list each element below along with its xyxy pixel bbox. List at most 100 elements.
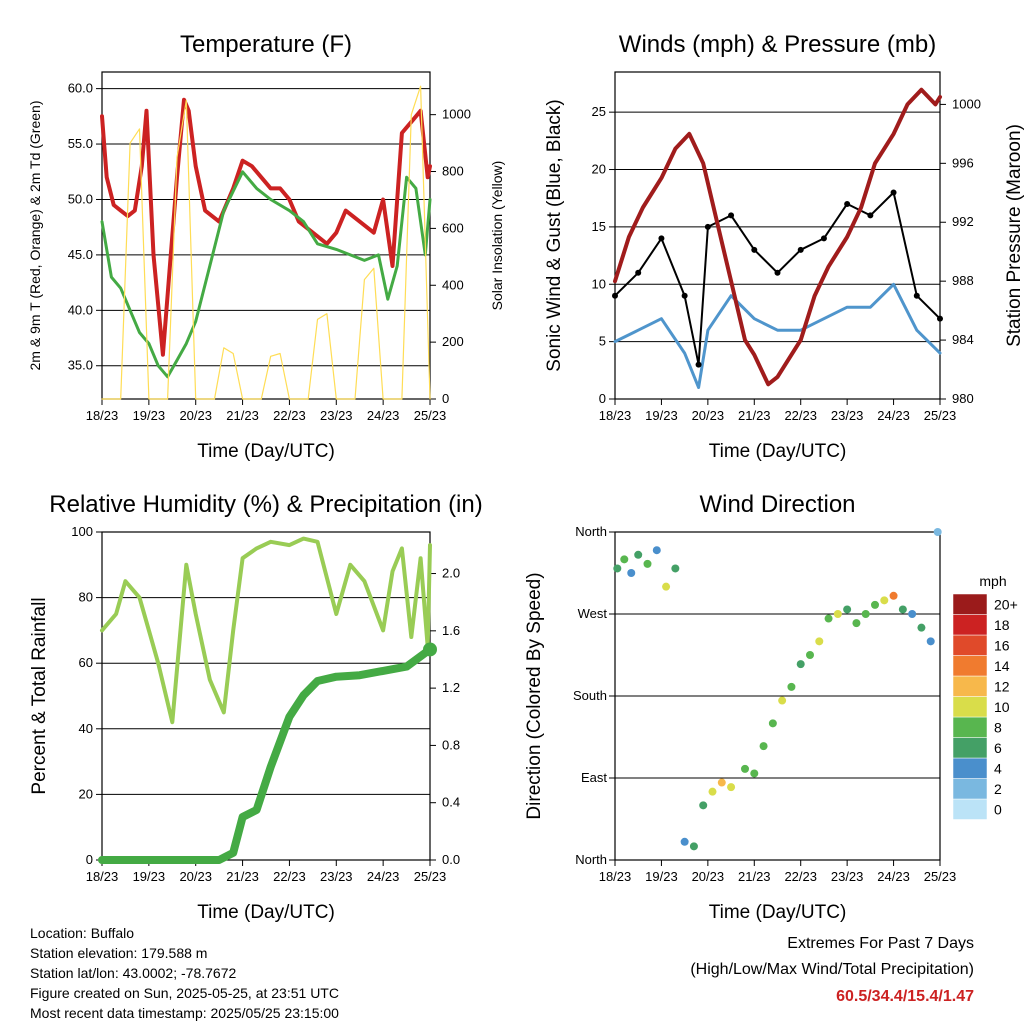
y-tick-label: 60 [79,655,93,670]
footer-latlon: Station lat/lon: 43.0002; -78.7672 [30,965,237,981]
legend-label: 4 [994,760,1002,776]
legend-label: 2 [994,781,1002,797]
gust-point [820,235,827,242]
legend-label: 12 [994,678,1010,694]
y-right-axis-label-0: Solar Insolation (Yellow) [489,161,505,311]
wind-direction-point [933,528,942,536]
wind-direction-point [680,837,689,846]
y-right-tick-label: 0.0 [442,852,460,867]
wind-direction-point [689,842,698,851]
y-tick-label: 45.0 [68,247,93,262]
gust-point [704,223,711,230]
wind-direction-point [898,605,907,614]
x-tick-label: 18/23 [86,408,119,423]
wind-direction-point [620,555,629,564]
plot-frame-1 [614,71,941,400]
gust-point [728,212,735,219]
y-right-tick-label: 980 [952,391,974,406]
x-tick-label: 19/23 [133,869,166,884]
y-tick-label: 25 [592,104,606,119]
y-right-tick-label: 2.0 [442,566,460,581]
legend-label: 10 [994,699,1010,715]
wind-direction-point [759,742,768,751]
x-tick-label: 22/23 [784,869,817,884]
wind-direction-point [652,546,661,555]
x-axis-label-0: Time (Day/UTC) [197,441,335,462]
y-axis-label-2: Percent & Total Rainfall [29,597,50,794]
x-tick-label: 25/23 [414,408,447,423]
wind-direction-point [750,769,759,778]
y-right-axis-label-1: Station Pressure (Maroon) [1004,124,1024,347]
precip-end-marker [423,642,437,657]
wind-direction-point [880,596,889,605]
x-tick-label: 21/23 [226,869,259,884]
y-right-tick-label: 984 [952,332,974,347]
x-tick-label: 20/23 [179,408,212,423]
y-right-tick-label: 1000 [442,107,471,122]
wind-direction-point [787,682,796,691]
wind-direction-point [861,610,870,618]
x-tick-label: 24/23 [367,869,400,884]
gust-point [797,246,804,253]
gust-point [751,246,758,253]
legend-swatch [952,614,988,636]
y-tick-label: South [573,688,607,703]
gust-point [844,200,851,207]
y-right-tick-label: 600 [442,220,464,235]
x-tick-label: 23/23 [831,869,864,884]
wind-direction-point [662,582,671,591]
footer-created: Figure created on Sun, 2025-05-25, at 23… [30,985,339,1001]
legend-label: 18 [994,617,1010,633]
extremes-values: 60.5/34.4/15.4/1.47 [836,988,974,1005]
gust-point [612,292,618,299]
y-axis-label-1: Sonic Wind & Gust (Blue, Black) [544,99,565,371]
legend-swatch [952,655,988,677]
y-axis-label-0: 2m & 9m T (Red, Orange) & 2m Td (Green) [27,101,43,371]
wind-direction-point [806,651,814,659]
y-tick-label: 0 [599,391,606,406]
x-tick-label: 20/23 [692,408,725,423]
y-tick-label: North [575,852,607,867]
wind-direction-point [908,610,917,618]
wind-direction-point [768,719,777,728]
gust-point [937,315,943,322]
x-axis-label-3: Time (Day/UTC) [709,902,847,923]
legend-swatch [952,634,988,656]
gust-point [658,235,665,242]
series-line-sonic-wind [613,282,942,389]
y-tick-label: 5 [599,334,606,349]
wind-direction-point [717,778,726,787]
wind-direction-point [613,564,622,573]
y-right-tick-label: 988 [952,273,974,288]
x-tick-label: 21/23 [738,869,771,884]
y-right-tick-label: 996 [952,155,974,170]
x-tick-label: 20/23 [179,869,212,884]
gust-point [913,292,920,299]
y-tick-label: 10 [592,276,606,291]
wind-direction-point [627,569,636,577]
plot-frame-2 [101,531,431,861]
y-tick-label: 60.0 [68,81,93,96]
x-tick-label: 24/23 [877,408,910,423]
extremes-title: Extremes For Past 7 Days [787,935,974,952]
y-right-tick-label: 800 [442,164,464,179]
wind-direction-point [871,600,879,609]
y-tick-label: 0 [86,852,93,867]
gust-point [890,189,897,196]
series-line-solar-insolation [101,85,431,400]
chart-title-1: Winds (mph) & Pressure (mb) [619,31,936,58]
wind-direction-point [778,696,787,705]
y-right-tick-label: 0.4 [442,795,460,810]
series-line-station-pressure [613,87,942,387]
x-tick-label: 25/23 [924,408,957,423]
x-tick-label: 23/23 [831,408,864,423]
legend-swatch [952,716,988,738]
x-tick-label: 18/23 [86,869,119,884]
chart-title-3: Wind Direction [699,491,855,518]
y-right-tick-label: 400 [442,277,464,292]
legend-title: mph [979,573,1006,589]
legend-label: 8 [994,719,1002,735]
legend-label: 16 [994,637,1010,653]
y-tick-label: 100 [71,524,93,539]
